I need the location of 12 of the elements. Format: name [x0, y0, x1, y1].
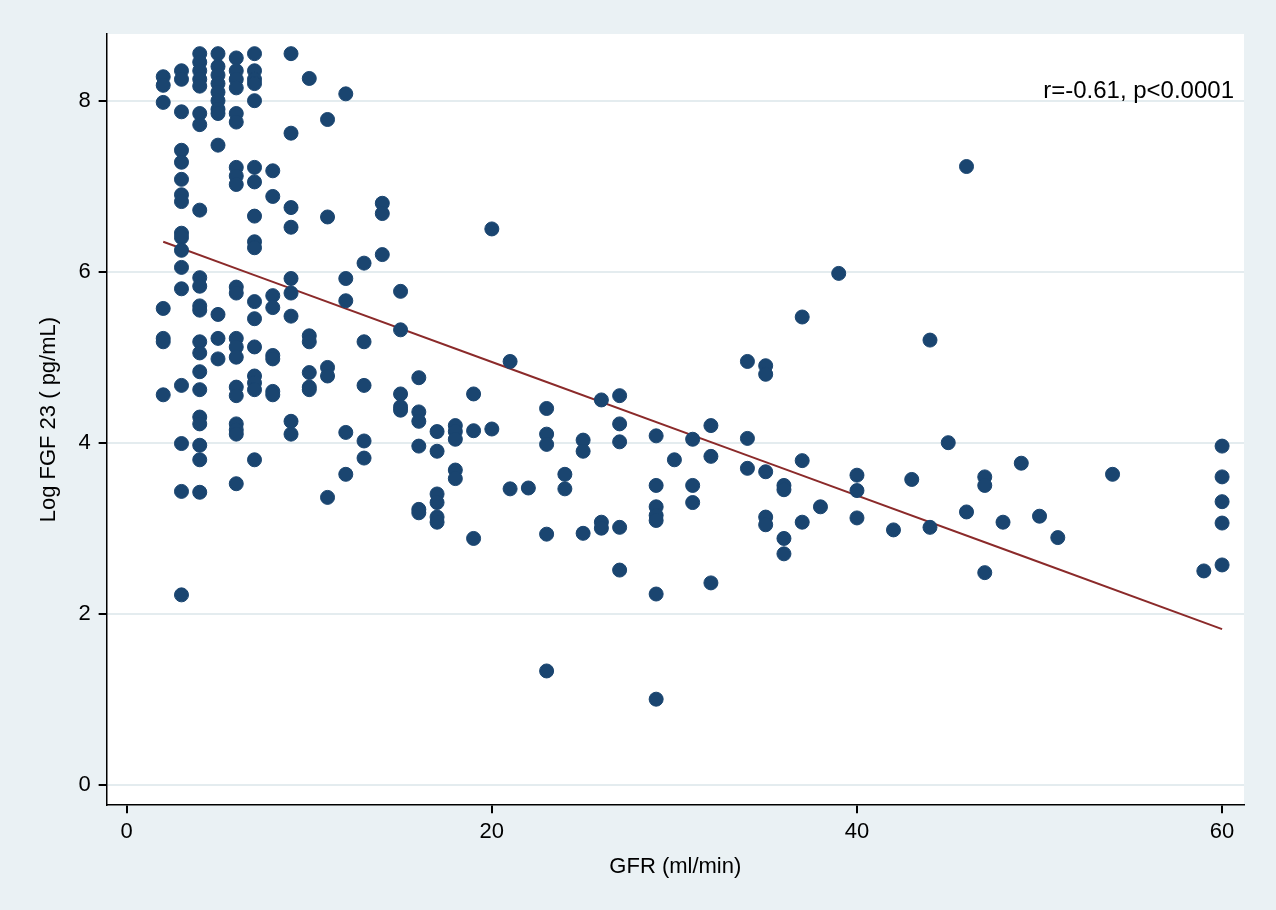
y-tick-label: 8	[78, 86, 91, 112]
x-tick-label: 0	[120, 818, 133, 844]
y-tick-label: 4	[78, 428, 91, 454]
x-axis-title: GFR (ml/min)	[609, 852, 742, 878]
x-tick-label: 60	[1209, 818, 1235, 844]
x-tick-label: 20	[479, 818, 505, 844]
x-tick-label: 40	[844, 818, 870, 844]
y-axis-title: Log FGF 23 ( pg/mL)	[35, 316, 61, 523]
y-tick-label: 0	[78, 770, 91, 796]
annotation: r=-0.61, p<0.0001	[1043, 75, 1234, 103]
y-tick-label: 2	[78, 599, 91, 625]
y-tick-label: 6	[78, 257, 91, 283]
